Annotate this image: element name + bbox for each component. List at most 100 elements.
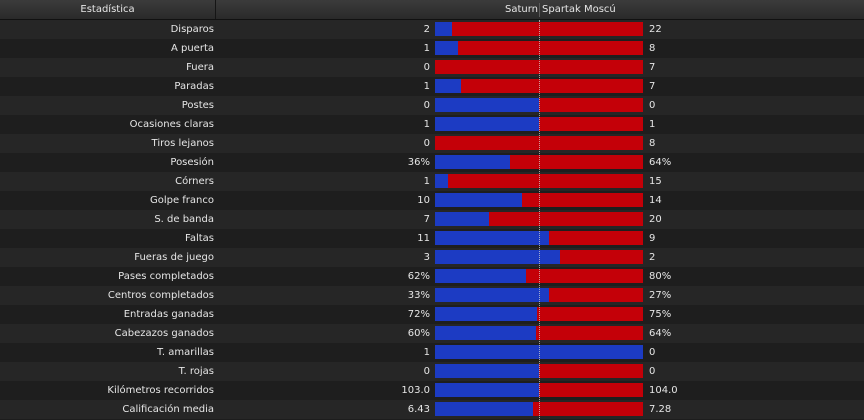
stat-row: Centros completados 33% 27% (0, 286, 864, 305)
home-bar-segment (435, 155, 510, 169)
stat-row: Golpe franco 10 14 (0, 191, 864, 210)
stat-row: Posesión 36% 64% (0, 153, 864, 172)
stat-label: Ocasiones claras (129, 119, 214, 130)
home-value: 1 (423, 176, 430, 187)
stat-row: Kilómetros recorridos 103.0 104.0 (0, 381, 864, 400)
stat-label: Tiros lejanos (151, 138, 214, 149)
home-value: 1 (423, 119, 430, 130)
stat-label: A puerta (170, 43, 214, 54)
home-bar-segment (435, 364, 539, 378)
comparison-bar (435, 402, 643, 416)
away-bar-segment (560, 250, 643, 264)
away-bar-segment (452, 22, 643, 36)
comparison-bar (435, 364, 643, 378)
stat-label: T. rojas (178, 366, 214, 377)
away-value: 8 (649, 43, 656, 54)
away-value: 1 (649, 119, 656, 130)
stat-row: T. amarillas 1 0 (0, 343, 864, 362)
away-value: 2 (649, 252, 656, 263)
away-bar-segment (549, 231, 643, 245)
away-value: 7 (649, 81, 656, 92)
home-bar-segment (435, 307, 537, 321)
stat-row: Fuera 0 7 (0, 58, 864, 77)
stat-row: Córners 1 15 (0, 172, 864, 191)
away-value: 0 (649, 366, 656, 377)
away-team-header[interactable]: Spartak Moscú (542, 4, 616, 15)
stat-label: Córners (175, 176, 214, 187)
stat-row: Paradas 1 7 (0, 77, 864, 96)
away-value: 7.28 (649, 404, 672, 415)
stat-row: A puerta 1 8 (0, 39, 864, 58)
comparison-bar (435, 250, 643, 264)
home-value: 103.0 (401, 385, 430, 396)
stat-label: Golpe franco (149, 195, 214, 206)
stat-label: Posesión (170, 157, 214, 168)
home-team-header[interactable]: Saturn (504, 4, 538, 15)
stat-row: Faltas 11 9 (0, 229, 864, 248)
comparison-bar (435, 117, 643, 131)
away-bar-segment (522, 193, 643, 207)
away-bar-segment (435, 60, 643, 74)
away-value: 80% (649, 271, 672, 282)
away-value: 22 (649, 24, 662, 35)
home-bar-segment (435, 345, 643, 359)
stat-label: Entradas ganadas (123, 309, 214, 320)
away-value: 75% (649, 309, 672, 320)
stat-label: Postes (181, 100, 214, 111)
home-value: 0 (423, 366, 430, 377)
comparison-bar (435, 288, 643, 302)
home-value: 7 (423, 214, 430, 225)
comparison-bar (435, 193, 643, 207)
home-bar-segment (435, 326, 536, 340)
home-bar-segment (435, 288, 549, 302)
home-bar-segment (435, 22, 452, 36)
stat-row: T. rojas 0 0 (0, 362, 864, 381)
home-value: 10 (417, 195, 430, 206)
away-value: 20 (649, 214, 662, 225)
comparison-bar (435, 41, 643, 55)
stat-column-header[interactable]: Estadística (0, 0, 216, 19)
comparison-bar (435, 383, 643, 397)
home-bar-segment (435, 117, 539, 131)
home-value: 0 (423, 138, 430, 149)
away-value: 9 (649, 233, 656, 244)
away-bar-segment (526, 269, 643, 283)
away-bar-segment (549, 288, 643, 302)
away-value: 0 (649, 347, 656, 358)
stat-label: Calificación media (122, 404, 214, 415)
home-value: 1 (423, 347, 430, 358)
stat-row: Postes 0 0 (0, 96, 864, 115)
home-bar-segment (435, 174, 448, 188)
stat-row: Calificación media 6.43 7.28 (0, 400, 864, 419)
home-value: 11 (417, 233, 430, 244)
home-value: 0 (423, 100, 430, 111)
away-value: 27% (649, 290, 672, 301)
away-bar-segment (461, 79, 643, 93)
header-divider (539, 3, 540, 17)
stat-label: S. de banda (154, 214, 214, 225)
home-value: 2 (423, 24, 430, 35)
stat-label: Faltas (185, 233, 214, 244)
stat-label: Paradas (174, 81, 214, 92)
stat-label: Pases completados (118, 271, 214, 282)
away-bar-segment (435, 136, 643, 150)
stat-label: Fuera (186, 62, 214, 73)
home-bar-segment (435, 250, 560, 264)
away-bar-segment (539, 117, 643, 131)
stat-row: Ocasiones claras 1 1 (0, 115, 864, 134)
away-value: 15 (649, 176, 662, 187)
comparison-bar (435, 269, 643, 283)
away-value: 14 (649, 195, 662, 206)
comparison-bar (435, 79, 643, 93)
away-bar-segment (510, 155, 643, 169)
home-bar-segment (435, 212, 489, 226)
home-bar-segment (435, 383, 539, 397)
stat-row: Disparos 2 22 (0, 20, 864, 39)
away-bar-segment (539, 383, 643, 397)
away-value: 0 (649, 100, 656, 111)
comparison-bar (435, 155, 643, 169)
home-value: 6.43 (407, 404, 430, 415)
away-bar-segment (533, 402, 643, 416)
away-value: 64% (649, 157, 672, 168)
